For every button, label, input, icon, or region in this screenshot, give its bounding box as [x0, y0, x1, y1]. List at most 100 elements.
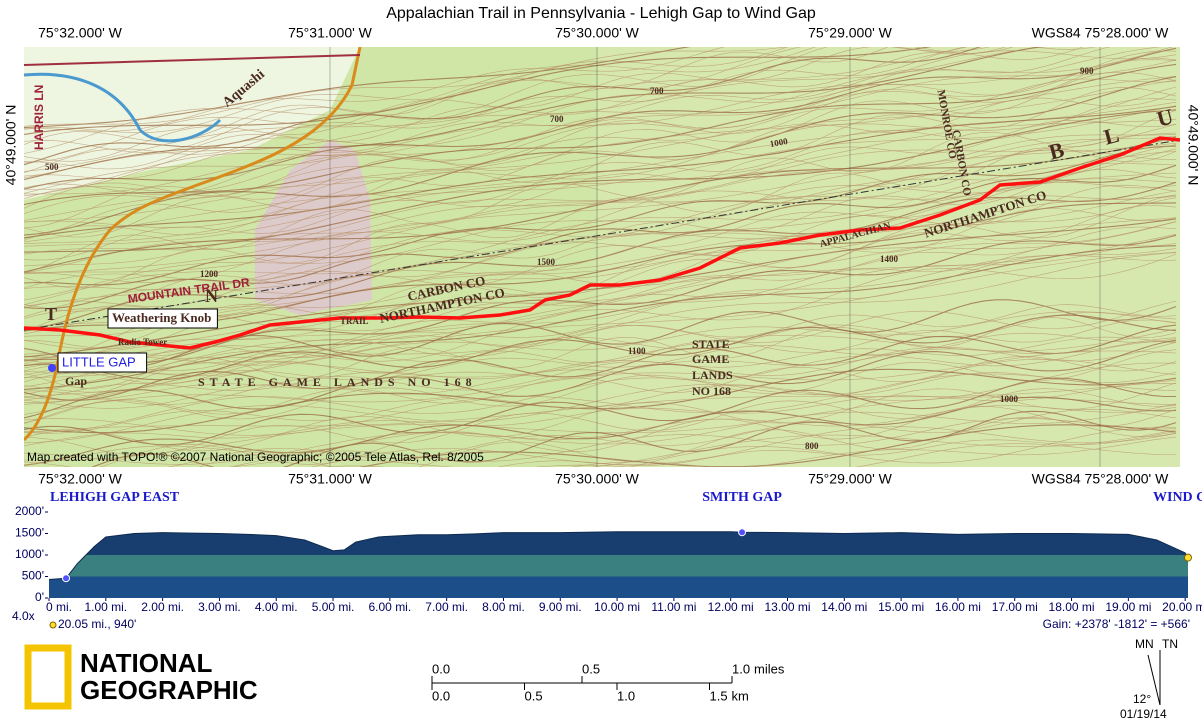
contour-line [24, 147, 1177, 289]
contour-line [24, 47, 788, 127]
date: 01/19/14 [1120, 707, 1167, 721]
contour-line [534, 436, 1177, 467]
y-tick-label: 1000' [15, 547, 44, 561]
contour-line [24, 311, 1177, 372]
contour-line [24, 300, 1177, 372]
map-label: 700 [550, 114, 564, 124]
map-label: LITTLE GAP [62, 354, 136, 369]
x-tick-label: 15.00 mi [878, 600, 924, 614]
x-tick-label: 16.00 mi [935, 600, 981, 614]
map-label: 1100 [628, 346, 646, 356]
x-tick-label: 17.00 mi [992, 600, 1038, 614]
map-label: TRAIL [340, 316, 369, 326]
label-box [107, 308, 218, 329]
scale-label: 0.0 [432, 661, 450, 676]
contour-line [24, 76, 1177, 236]
contour-line [24, 396, 1177, 466]
scale-label: 1.0 [617, 688, 635, 703]
scale-unit: km [732, 688, 749, 703]
longitude-label: 75°29.000' W [808, 471, 893, 487]
gain-readout: Gain: +2378' -1812' = +566' [1043, 617, 1190, 631]
scale-label: 0.0 [432, 688, 450, 703]
contour-line [24, 235, 1177, 378]
contour-line [24, 379, 1177, 433]
logo-text: NATIONAL [80, 648, 213, 678]
contour-line [24, 105, 1177, 239]
x-tick-label: 1.00 mi. [84, 600, 127, 614]
contour-line [24, 145, 1177, 286]
map-label: N [205, 286, 218, 306]
longitude-label: 75°32.000' W [38, 25, 123, 41]
title: Appalachian Trail in Pennsylvania - Lehi… [386, 5, 816, 22]
map-label: 1000 [769, 136, 789, 149]
contour-line [24, 119, 1177, 261]
road [24, 54, 361, 66]
map-label: STATE GAME LANDS NO 168 [198, 375, 477, 389]
x-tick-label: 9.00 mi. [539, 600, 582, 614]
map-label: 1000 [1000, 394, 1019, 404]
map-label: Radio Tower [118, 337, 167, 347]
waypoint-marker [48, 364, 56, 372]
x-tick-label: 4.00 mi. [255, 600, 298, 614]
contour-line [24, 196, 1177, 335]
zoom-level: 4.0x [12, 609, 35, 623]
waypoint-label: WIND GAP [1153, 490, 1202, 505]
road [24, 47, 362, 442]
map-label: Gap [65, 374, 87, 388]
trail [24, 136, 1180, 350]
contour-line [24, 47, 1161, 194]
x-tick-label: 0 mi. [46, 600, 72, 614]
contour-line [24, 373, 1177, 436]
contour-line [24, 98, 1177, 241]
x-tick-label: 6.00 mi. [369, 600, 412, 614]
waypoint-marker [62, 574, 71, 583]
contour-line [24, 149, 1177, 283]
cursor-readout: 20.05 mi., 940' [58, 617, 136, 631]
y-tick-label: 0' [35, 590, 44, 604]
contour-line [24, 47, 968, 172]
label-box [57, 352, 148, 373]
contour-line [24, 408, 1177, 467]
contour-line [24, 57, 1177, 209]
contour-line [24, 47, 1042, 181]
contour-line [24, 47, 789, 133]
x-tick-label: 18.00 mi [1049, 600, 1095, 614]
map-label: 700 [650, 86, 664, 96]
contour-line [570, 443, 1176, 467]
contour-line [24, 163, 1177, 306]
contour-line [24, 332, 1177, 393]
contour-line [24, 248, 1177, 388]
x-tick-label: 13.00 mi [764, 600, 810, 614]
contour-line [24, 388, 1177, 456]
logo-frame [24, 644, 72, 710]
contour-line [24, 342, 1177, 405]
compass-needle [1147, 654, 1161, 706]
contour-line [24, 47, 1111, 179]
longitude-label: 75°31.000' W [288, 471, 373, 487]
elevation-band [49, 555, 1188, 577]
compass-label: MN [1135, 637, 1154, 651]
latitude-label: 40°49.000' N [1185, 105, 1201, 186]
contour-line [24, 341, 1176, 409]
valley [24, 47, 360, 200]
contour-line [24, 47, 1097, 173]
county-line [24, 139, 1180, 331]
longitude-label: WGS84 75°28.000' W [1032, 471, 1169, 487]
cursor-dot [49, 621, 57, 629]
y-tick-label: 2000' [15, 504, 44, 518]
contour-line [24, 304, 1177, 369]
topo-map: Weathering Knob LITTLE GAP Gap STATE GAME L… [24, 47, 1180, 467]
contour-line [24, 47, 1173, 197]
scale-bar: 0.0 0.5 1.0 miles 0.0 0.5 1.0 1.5 km [431, 661, 785, 703]
contour-line [24, 79, 1177, 223]
waypoint-marker [738, 528, 747, 537]
x-tick-label: 8.00 mi. [482, 600, 525, 614]
waypoint-label: SMITH GAP [702, 490, 782, 505]
contour-line [24, 221, 1177, 369]
contour-line [24, 47, 982, 166]
contour-line [24, 339, 1177, 419]
map-label: GAME [692, 352, 729, 366]
map-label: U [1154, 103, 1176, 131]
contour-line [24, 164, 1177, 310]
elevation-band [49, 576, 1188, 598]
